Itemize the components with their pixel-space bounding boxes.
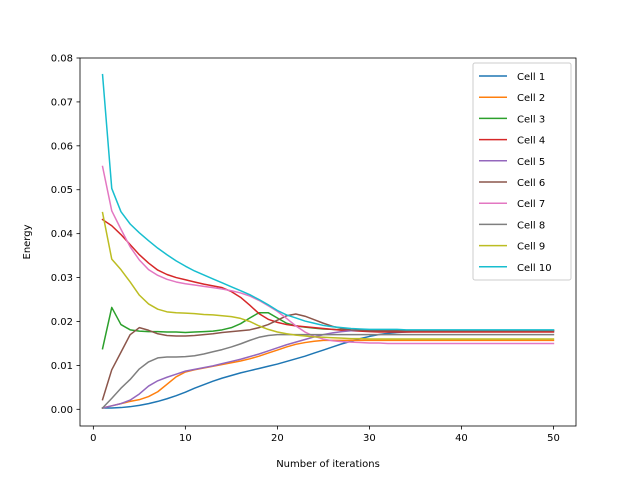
series-layer [101, 73, 555, 410]
legend-label-cell-2: Cell 2 [517, 93, 545, 104]
series-line-cell-9 [101, 211, 555, 340]
legend-label-cell-5: Cell 5 [517, 157, 545, 168]
series-line-cell-6 [101, 313, 555, 401]
y-tick-label: 0.07 [51, 97, 73, 108]
x-tick-label: 50 [547, 433, 560, 444]
y-tick-label: 0.04 [51, 229, 73, 240]
series-line-cell-7 [101, 165, 555, 345]
y-axis: 0.00 0.01 0.02 0.03 0.04 0.05 0.06 0.07 0.08 [51, 54, 80, 416]
y-tick-label: 0.08 [51, 54, 73, 65]
y-tick-label: 0.06 [51, 141, 73, 152]
legend: Cell 1 Cell 2 Cell 3 Cell 4 Cell 5 Cell 6 Cell… [472, 62, 572, 281]
y-tick-label: 0.03 [51, 273, 73, 284]
x-tick-label: 0 [90, 433, 96, 444]
legend-label-cell-1: Cell 1 [517, 72, 545, 83]
series-line-cell-10 [101, 73, 555, 331]
x-axis: 0 10 20 30 40 50 [90, 426, 560, 444]
legend-label-cell-8: Cell 8 [517, 220, 545, 231]
series-line-cell-8 [101, 333, 555, 410]
x-tick-label: 10 [179, 433, 192, 444]
series-line-cell-4 [101, 218, 555, 333]
legend-label-cell-9: Cell 9 [517, 242, 545, 253]
legend-label-cell-3: Cell 3 [517, 114, 545, 125]
x-tick-label: 30 [363, 433, 376, 444]
legend-label-cell-7: Cell 7 [517, 199, 545, 210]
x-tick-label: 20 [271, 433, 284, 444]
y-tick-label: 0.00 [51, 405, 73, 416]
x-tick-label: 40 [455, 433, 468, 444]
plot-frame [79, 57, 577, 427]
y-tick-label: 0.05 [51, 185, 73, 196]
legend-label-cell-4: Cell 4 [517, 136, 545, 147]
y-tick-label: 0.01 [51, 361, 73, 372]
y-axis-label: Energy [22, 224, 33, 259]
legend-label-cell-10: Cell 10 [517, 263, 552, 274]
y-tick-label: 0.02 [51, 317, 73, 328]
x-axis-label: Number of iterations [276, 459, 380, 470]
legend-label-cell-6: Cell 6 [517, 178, 545, 189]
legend-box [472, 62, 572, 281]
